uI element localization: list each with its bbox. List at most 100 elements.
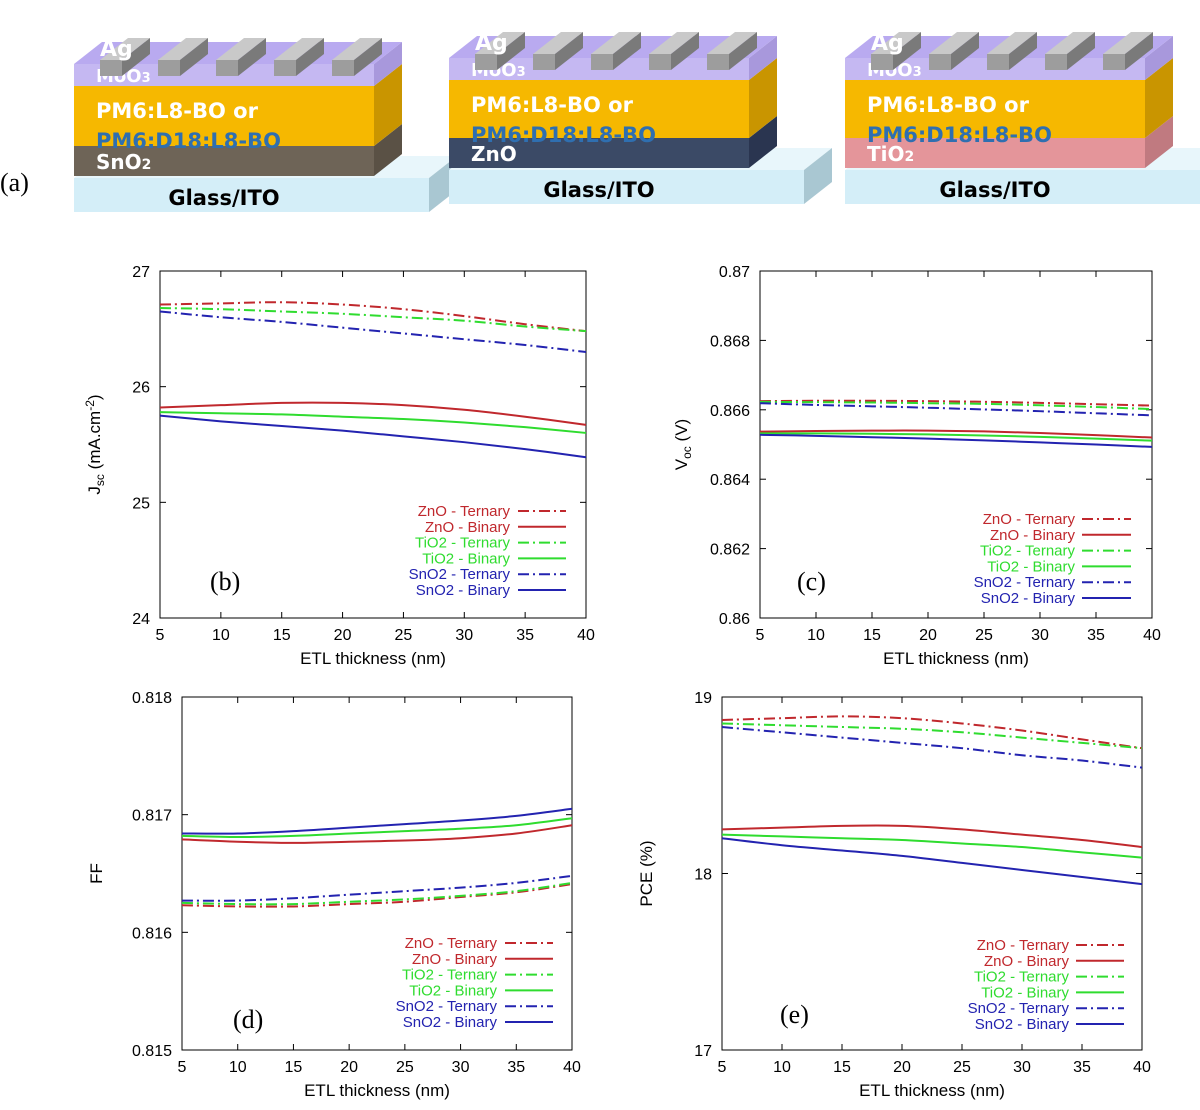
x-tick-label: 25	[975, 627, 993, 644]
silver-finger-side	[497, 32, 525, 70]
etl-side	[1145, 116, 1173, 168]
silver-finger-top	[871, 32, 921, 54]
x-tick-label: 30	[1013, 1059, 1031, 1076]
legend-label: ZnO - Ternary	[977, 937, 1070, 954]
series-line-zno-binary	[759, 429, 1153, 439]
series-line-zno-ternary	[721, 715, 1143, 750]
y-tick-label: 0.818	[132, 690, 172, 707]
silver-finger-side	[951, 32, 979, 70]
silver-finger-side	[613, 32, 641, 70]
substrate-side	[804, 148, 832, 204]
x-tick-label: 10	[807, 627, 825, 644]
active-label-line2: PM6:D18:L8-BO	[471, 123, 656, 147]
y-tick-label: 0.866	[710, 403, 750, 420]
chart-panel-e: 5 10 15 20 25 30 35 40 17 18 19 ETL thickness (nm) P…	[637, 690, 1151, 1100]
substrate-layer	[845, 170, 1200, 204]
silver-finger-top	[100, 38, 150, 60]
x-tick-label: 40	[577, 627, 595, 644]
x-tick-label: 25	[395, 627, 413, 644]
y-axis-label: Voc (V)	[672, 419, 694, 470]
moo3-side	[374, 42, 402, 86]
etl-side	[374, 124, 402, 176]
active-layer	[845, 80, 1145, 138]
x-tick-label: 30	[452, 1059, 470, 1076]
silver-finger-side	[671, 32, 699, 70]
etl-label: ZnO	[471, 142, 517, 166]
x-tick-label: 25	[396, 1059, 414, 1076]
plot-frame	[759, 270, 1153, 619]
silver-finger	[475, 54, 497, 70]
x-tick-label: 20	[893, 1059, 911, 1076]
legend-label: ZnO - Binary	[425, 519, 511, 536]
series-line-zno-binary	[721, 824, 1143, 849]
silver-finger-top	[707, 32, 757, 54]
silver-finger-side	[1067, 32, 1095, 70]
x-tick-label: 35	[516, 627, 534, 644]
legend-label: ZnO - Binary	[984, 953, 1070, 970]
series-line-zno-ternary	[759, 399, 1153, 407]
silver-finger-side	[296, 38, 324, 76]
x-tick-label: 20	[919, 627, 937, 644]
chart-panel-d: 5 10 15 20 25 30 35 40 0.815 0.816 0.817 0.818 ETL t…	[87, 690, 581, 1100]
plot-frame	[159, 270, 587, 619]
silver-finger-top	[216, 38, 266, 60]
y-axis-label: Jsc (mA.cm-2)	[83, 394, 107, 494]
x-tick-label: 5	[718, 1059, 727, 1076]
silver-finger	[158, 60, 180, 76]
x-tick-label: 15	[833, 1059, 851, 1076]
active-label-line1: PM6:L8-BO or	[471, 93, 634, 117]
series-line-sno2-binary	[759, 433, 1153, 448]
silver-finger	[533, 54, 555, 70]
silver-finger	[871, 54, 893, 70]
legend-label: SnO2 - Binary	[981, 590, 1076, 607]
panel-label: (d)	[233, 1005, 263, 1034]
x-tick-label: 10	[229, 1059, 247, 1076]
series-line-tio2-ternary	[759, 400, 1153, 411]
x-tick-label: 5	[756, 627, 765, 644]
plot-frame	[181, 696, 573, 1051]
series-line-sno2-binary	[159, 414, 587, 459]
figure-label-a: (a)	[0, 168, 29, 197]
series-line-tio2-ternary	[721, 722, 1143, 750]
y-tick-label: 0.868	[710, 333, 750, 350]
x-tick-label: 35	[1087, 627, 1105, 644]
silver-finger-side	[729, 32, 757, 70]
legend-label: SnO2 - Binary	[416, 582, 511, 599]
series-line-tio2-binary	[181, 817, 573, 839]
active-layer	[449, 80, 749, 138]
legend-label: SnO2 - Binary	[403, 1014, 498, 1031]
series-line-tio2-binary	[721, 833, 1143, 859]
active-side	[1145, 58, 1173, 138]
x-tick-label: 25	[953, 1059, 971, 1076]
silver-finger-top	[929, 32, 979, 54]
silver-finger	[1045, 54, 1067, 70]
legend-label: SnO2 - Binary	[975, 1016, 1070, 1033]
legend-label: TiO2 - Ternary	[980, 543, 1076, 560]
panel-label: (e)	[780, 1000, 809, 1029]
panel-label: (c)	[797, 567, 826, 596]
series-line-zno-ternary	[159, 301, 587, 333]
ag-label: Ag	[100, 37, 133, 62]
legend-label: TiO2 - Ternary	[402, 967, 498, 984]
silver-finger	[591, 54, 613, 70]
series-line-sno2-binary	[721, 837, 1143, 886]
y-tick-label: 0.864	[710, 472, 750, 489]
series-line-sno2-ternary	[159, 310, 587, 353]
x-tick-label: 35	[507, 1059, 525, 1076]
y-tick-label: 0.862	[710, 542, 750, 559]
x-axis-label: ETL thickness (nm)	[859, 1081, 1005, 1100]
silver-finger	[1103, 54, 1125, 70]
ag-label: Ag	[871, 31, 904, 56]
legend-label: ZnO - Binary	[990, 527, 1076, 544]
panel-label: (b)	[210, 567, 240, 596]
series-line-sno2-ternary	[181, 874, 573, 902]
legend-label: TiO2 - Binary	[409, 982, 497, 999]
y-tick-label: 0.817	[132, 808, 172, 825]
x-tick-label: 15	[273, 627, 291, 644]
legend-label: TiO2 - Ternary	[415, 535, 511, 552]
substrate-layer	[74, 178, 429, 212]
x-tick-label: 20	[334, 627, 352, 644]
series-line-tio2-binary	[759, 432, 1153, 442]
series-line-tio2-ternary	[181, 881, 573, 906]
